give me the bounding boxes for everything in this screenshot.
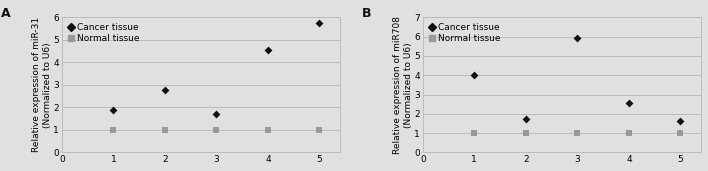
Legend: Cancer tissue, Normal tissue: Cancer tissue, Normal tissue	[67, 22, 141, 44]
Point	[108, 108, 119, 111]
Point	[675, 120, 686, 123]
Point	[623, 132, 634, 134]
Text: A: A	[1, 7, 10, 20]
Point	[262, 128, 273, 131]
Point	[469, 132, 480, 134]
Point	[675, 132, 686, 134]
Legend: Cancer tissue, Normal tissue: Cancer tissue, Normal tissue	[427, 22, 501, 44]
Point	[623, 102, 634, 104]
Point	[571, 36, 583, 39]
Point	[520, 117, 532, 120]
Point	[159, 89, 171, 92]
Y-axis label: Relative expression of miR-31
(Normalized to U6): Relative expression of miR-31 (Normalize…	[32, 17, 52, 152]
Point	[262, 49, 273, 51]
Point	[211, 113, 222, 115]
Point	[469, 74, 480, 77]
Point	[314, 22, 325, 24]
Point	[571, 132, 583, 134]
Point	[108, 128, 119, 131]
Point	[211, 128, 222, 131]
Y-axis label: Relative expression of miR708
(Normalized to U6): Relative expression of miR708 (Normalize…	[393, 16, 413, 154]
Point	[520, 132, 532, 134]
Point	[314, 128, 325, 131]
Point	[159, 128, 171, 131]
Text: B: B	[362, 7, 371, 20]
